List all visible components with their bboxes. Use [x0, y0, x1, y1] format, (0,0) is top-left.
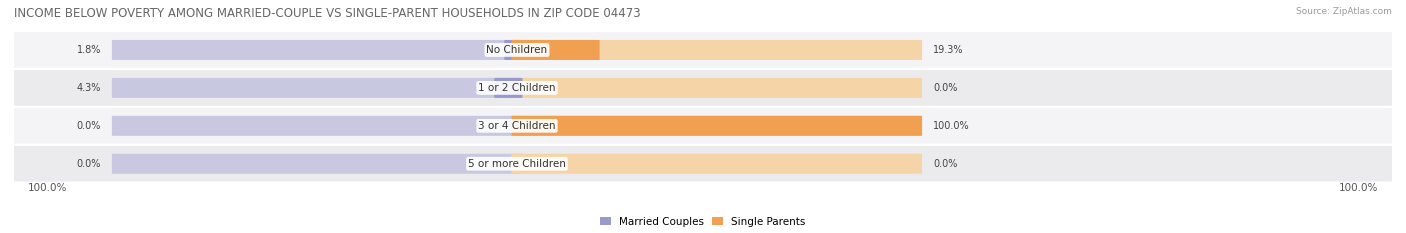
Text: 0.0%: 0.0% — [934, 159, 957, 169]
FancyBboxPatch shape — [512, 78, 922, 98]
Text: 19.3%: 19.3% — [934, 45, 963, 55]
FancyBboxPatch shape — [512, 116, 922, 136]
Text: 100.0%: 100.0% — [28, 183, 67, 193]
Legend: Married Couples, Single Parents: Married Couples, Single Parents — [600, 217, 806, 227]
Text: 0.0%: 0.0% — [76, 121, 101, 131]
FancyBboxPatch shape — [7, 32, 1399, 68]
FancyBboxPatch shape — [112, 154, 523, 174]
Text: 3 or 4 Children: 3 or 4 Children — [478, 121, 555, 131]
Text: No Children: No Children — [486, 45, 547, 55]
FancyBboxPatch shape — [505, 40, 523, 60]
Text: Source: ZipAtlas.com: Source: ZipAtlas.com — [1296, 7, 1392, 16]
FancyBboxPatch shape — [112, 40, 523, 60]
FancyBboxPatch shape — [495, 78, 523, 98]
FancyBboxPatch shape — [112, 78, 523, 98]
FancyBboxPatch shape — [7, 108, 1399, 144]
FancyBboxPatch shape — [512, 154, 922, 174]
FancyBboxPatch shape — [512, 116, 922, 136]
Text: INCOME BELOW POVERTY AMONG MARRIED-COUPLE VS SINGLE-PARENT HOUSEHOLDS IN ZIP COD: INCOME BELOW POVERTY AMONG MARRIED-COUPL… — [14, 7, 641, 20]
FancyBboxPatch shape — [7, 70, 1399, 106]
Text: 100.0%: 100.0% — [934, 121, 970, 131]
Text: 4.3%: 4.3% — [76, 83, 101, 93]
Text: 5 or more Children: 5 or more Children — [468, 159, 567, 169]
FancyBboxPatch shape — [512, 40, 922, 60]
Text: 0.0%: 0.0% — [934, 83, 957, 93]
FancyBboxPatch shape — [512, 40, 599, 60]
Text: 1 or 2 Children: 1 or 2 Children — [478, 83, 555, 93]
Text: 100.0%: 100.0% — [1339, 183, 1378, 193]
Text: 0.0%: 0.0% — [76, 159, 101, 169]
Text: 1.8%: 1.8% — [76, 45, 101, 55]
FancyBboxPatch shape — [7, 146, 1399, 182]
FancyBboxPatch shape — [112, 116, 523, 136]
